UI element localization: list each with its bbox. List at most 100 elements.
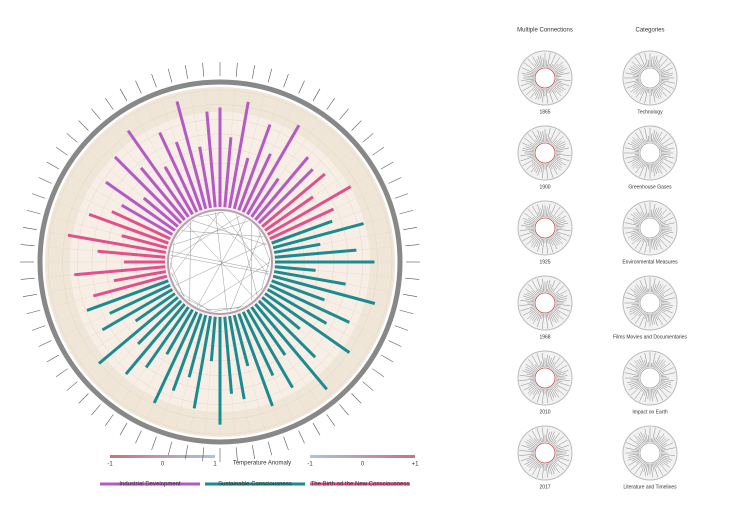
mini-center (640, 143, 660, 163)
label-tick (135, 431, 141, 444)
label-tick (395, 194, 408, 199)
label-tick (168, 442, 172, 456)
label-tick (284, 437, 289, 450)
label-tick (299, 81, 305, 94)
label-tick (400, 310, 414, 314)
label-tick (268, 69, 272, 83)
label-tick (403, 227, 417, 229)
mini-label: Technology (637, 109, 663, 115)
label-tick (21, 278, 35, 279)
label-tick (327, 414, 335, 425)
label-tick (120, 423, 127, 435)
label-tick (91, 404, 100, 415)
label-tick (152, 437, 157, 450)
label-tick (105, 414, 113, 425)
label-tick (313, 89, 320, 101)
scale-tick-label: 1 (213, 462, 217, 468)
mini-label: 2010 (539, 409, 550, 415)
label-tick (236, 63, 237, 77)
label-tick (405, 245, 419, 246)
mini-label: Films Movies and Documentaries (613, 334, 687, 340)
label-tick (405, 278, 419, 279)
label-tick (21, 245, 35, 246)
mini-center (535, 218, 555, 238)
label-tick (362, 382, 373, 391)
mini-label: Impact on Earth (632, 409, 668, 415)
label-tick (352, 394, 362, 404)
label-tick (39, 341, 52, 347)
mini-center (640, 443, 660, 463)
label-tick (32, 194, 45, 199)
label-tick (340, 404, 349, 415)
label-tick (47, 162, 59, 169)
mini-label: 1968 (539, 334, 550, 340)
mini-center (535, 68, 555, 88)
label-tick (327, 98, 335, 109)
label-tick (203, 447, 204, 461)
mini-label: 1865 (539, 109, 550, 115)
label-tick (352, 121, 362, 131)
mini-center (535, 143, 555, 163)
label-tick (135, 81, 141, 94)
label-tick (39, 177, 52, 183)
label-tick (400, 210, 414, 214)
mini-center (640, 68, 660, 88)
mini-center (535, 443, 555, 463)
label-tick (389, 177, 402, 183)
label-tick (395, 326, 408, 331)
mini-label: 2017 (539, 484, 550, 490)
label-tick (47, 355, 59, 362)
legend-label: Industrial Development (119, 482, 181, 488)
mini-label: 1925 (539, 259, 550, 265)
label-tick (79, 394, 89, 404)
label-tick (23, 227, 37, 229)
mini-center (535, 368, 555, 388)
label-tick (120, 89, 127, 101)
label-tick (152, 74, 157, 87)
label-tick (27, 310, 41, 314)
mini-label: Greenhouse Gases (628, 184, 672, 190)
small-multiples: 1865 1900 1925 1968 2010 2017 Technology Greenh… (518, 51, 687, 490)
label-tick (23, 294, 37, 296)
label-tick (372, 147, 383, 155)
scale-bar (310, 455, 415, 458)
label-tick (79, 121, 89, 131)
legend-label: Sustainable Consciousness (218, 482, 292, 488)
label-tick (372, 369, 383, 377)
mini-center (640, 293, 660, 313)
legend-label: The Birth od the New Consciousness (311, 482, 410, 488)
column-title: Multiple Connections (517, 28, 573, 34)
label-tick (313, 423, 320, 435)
label-tick (284, 74, 289, 87)
label-tick (340, 109, 349, 120)
label-tick (362, 133, 373, 142)
label-tick (203, 63, 204, 77)
scale-title: Temperature Anomaly (233, 461, 291, 467)
label-tick (252, 445, 254, 459)
label-tick (236, 447, 237, 461)
label-tick (403, 294, 417, 296)
mini-center (640, 218, 660, 238)
label-tick (32, 326, 45, 331)
label-tick (91, 109, 100, 120)
label-tick (105, 98, 113, 109)
label-tick (67, 382, 78, 391)
label-tick (381, 162, 393, 169)
label-tick (299, 431, 305, 444)
mini-label: 1900 (539, 184, 550, 190)
scale-bar (110, 455, 215, 458)
label-tick (252, 65, 254, 79)
label-tick (185, 65, 187, 79)
label-tick (381, 355, 393, 362)
mini-center (640, 368, 660, 388)
label-tick (56, 369, 67, 377)
scale-tick-label: -1 (307, 462, 313, 468)
scale-tick-label: 0 (161, 462, 165, 468)
scale-tick-label: +1 (412, 462, 420, 468)
mini-label: Literature and Timelines (623, 484, 677, 490)
scale-tick-label: 0 (361, 462, 365, 468)
label-tick (168, 69, 172, 83)
label-tick (27, 210, 41, 214)
label-tick (389, 341, 402, 347)
